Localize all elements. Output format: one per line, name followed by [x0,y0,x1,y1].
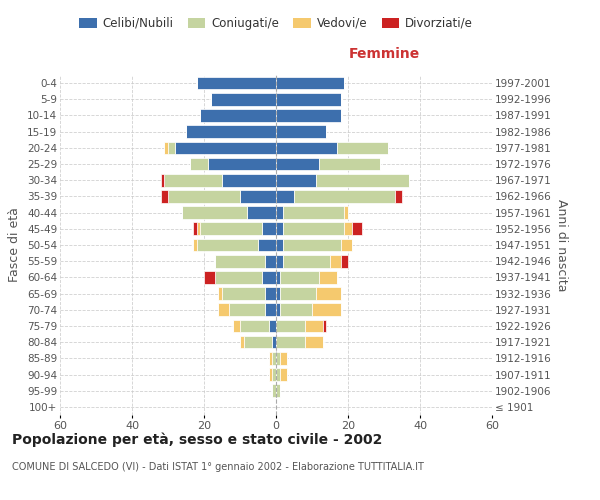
Bar [204,271,215,283]
Bar [208,158,276,170]
Bar [190,158,208,170]
Bar [276,77,344,90]
Bar [337,142,388,154]
Bar [182,206,247,219]
Bar [215,271,262,283]
Bar [276,320,305,332]
Bar [175,142,276,154]
Bar [316,288,341,300]
Bar [265,288,276,300]
Bar [197,222,200,235]
Bar [200,109,276,122]
Bar [247,206,276,219]
Bar [305,320,323,332]
Legend: Celibi/Nubili, Coniugati/e, Vedovi/e, Divorziati/e: Celibi/Nubili, Coniugati/e, Vedovi/e, Di… [75,14,477,34]
Bar [272,336,276,348]
Bar [197,77,276,90]
Y-axis label: Anni di nascita: Anni di nascita [555,198,568,291]
Bar [218,304,229,316]
Text: Popolazione per età, sesso e stato civile - 2002: Popolazione per età, sesso e stato civil… [12,432,382,447]
Bar [244,336,272,348]
Bar [272,368,276,381]
Bar [186,126,276,138]
Bar [276,255,283,268]
Bar [272,384,276,397]
Bar [168,190,240,202]
Bar [168,142,175,154]
Bar [262,222,276,235]
Bar [330,255,341,268]
Bar [316,174,409,186]
Bar [272,352,276,364]
Bar [280,304,312,316]
Bar [294,190,395,202]
Bar [344,222,352,235]
Bar [283,222,344,235]
Bar [276,352,280,364]
Bar [276,93,341,106]
Bar [341,255,348,268]
Bar [276,109,341,122]
Bar [352,222,362,235]
Bar [240,320,269,332]
Bar [276,190,294,202]
Bar [341,238,352,252]
Bar [161,174,164,186]
Bar [395,190,402,202]
Bar [218,288,222,300]
Bar [319,158,380,170]
Bar [265,304,276,316]
Bar [222,174,276,186]
Bar [276,304,280,316]
Bar [276,158,319,170]
Bar [193,222,197,235]
Bar [280,368,287,381]
Bar [211,93,276,106]
Bar [276,288,280,300]
Bar [258,238,276,252]
Bar [240,190,276,202]
Bar [164,174,222,186]
Bar [276,174,316,186]
Bar [161,190,168,202]
Bar [280,271,319,283]
Bar [265,255,276,268]
Bar [312,304,341,316]
Bar [276,336,305,348]
Bar [269,320,276,332]
Bar [269,368,272,381]
Bar [200,222,262,235]
Bar [276,384,280,397]
Bar [276,238,283,252]
Text: COMUNE DI SALCEDO (VI) - Dati ISTAT 1° gennaio 2002 - Elaborazione TUTTITALIA.IT: COMUNE DI SALCEDO (VI) - Dati ISTAT 1° g… [12,462,424,472]
Bar [280,352,287,364]
Bar [222,288,265,300]
Bar [283,206,344,219]
Bar [262,271,276,283]
Bar [240,336,244,348]
Bar [283,255,330,268]
Bar [319,271,337,283]
Bar [344,206,348,219]
Bar [276,142,337,154]
Bar [215,255,265,268]
Bar [229,304,265,316]
Bar [276,126,326,138]
Bar [305,336,323,348]
Bar [233,320,240,332]
Bar [164,142,168,154]
Bar [276,271,280,283]
Bar [280,288,316,300]
Text: Femmine: Femmine [349,48,419,62]
Bar [269,352,272,364]
Y-axis label: Fasce di età: Fasce di età [8,208,22,282]
Bar [276,206,283,219]
Bar [197,238,258,252]
Bar [193,238,197,252]
Bar [276,368,280,381]
Bar [283,238,341,252]
Bar [276,222,283,235]
Bar [323,320,326,332]
